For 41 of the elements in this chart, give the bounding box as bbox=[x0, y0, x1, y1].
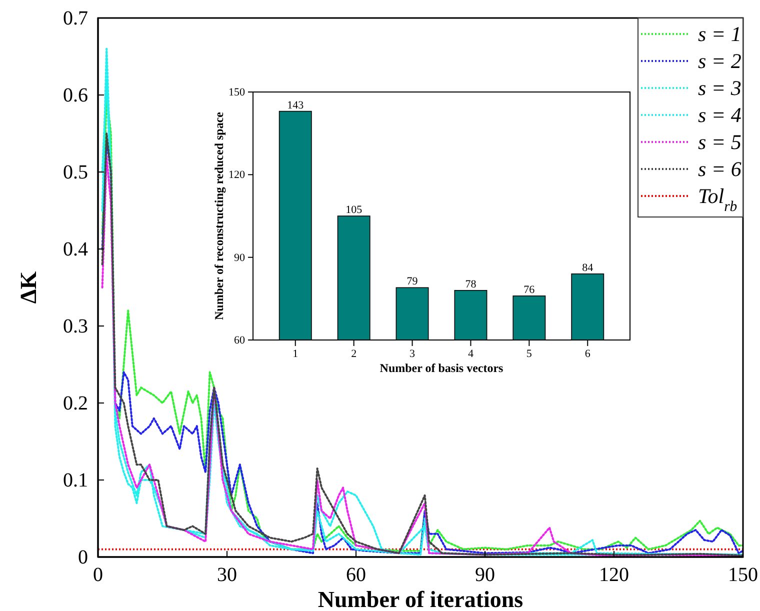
y-tick-label: 0.2 bbox=[63, 392, 88, 414]
x-tick-label: 30 bbox=[217, 564, 237, 586]
x-tick-label: 120 bbox=[599, 564, 629, 586]
x-tick-label: 5 bbox=[526, 348, 532, 360]
legend-label: s = 6 bbox=[698, 157, 742, 181]
data-label: 143 bbox=[287, 99, 304, 112]
legend-label: s = 3 bbox=[698, 76, 742, 100]
x-tick-label: 6 bbox=[584, 348, 591, 360]
legend-label: s = 5 bbox=[698, 130, 742, 154]
x-tick-label: 1 bbox=[292, 348, 298, 360]
x-axis-title: Number of iterations bbox=[318, 587, 524, 611]
y-tick-label: 0.5 bbox=[63, 161, 88, 184]
y-tick-label: 0.4 bbox=[63, 238, 88, 260]
y-tick-label: 0 bbox=[78, 546, 88, 568]
y-tick-label: 150 bbox=[228, 86, 246, 99]
legend-label: s = 4 bbox=[698, 103, 742, 127]
x-tick-label: 4 bbox=[468, 348, 474, 360]
y-tick-label: 0.6 bbox=[63, 84, 88, 106]
y-tick-label: 90 bbox=[234, 252, 246, 264]
y-axis-title: Number of reconstructing reduced space bbox=[212, 111, 226, 320]
data-label: 105 bbox=[346, 204, 363, 216]
y-tick-label: 0.7 bbox=[63, 7, 88, 30]
x-tick-label: 3 bbox=[410, 348, 416, 360]
legend-label: Tol$_{rb}$ bbox=[698, 184, 738, 215]
y-axis-title: ΔK bbox=[16, 271, 41, 304]
y-tick-label: 0.3 bbox=[63, 315, 88, 338]
x-tick-label: 90 bbox=[475, 564, 495, 586]
legend-label: s = 2 bbox=[698, 49, 742, 73]
data-label: 78 bbox=[465, 278, 477, 290]
data-label: 76 bbox=[524, 284, 536, 296]
data-label: 79 bbox=[406, 276, 418, 288]
y-tick-label: 120 bbox=[228, 169, 246, 182]
x-axis-title: Number of basis vectors bbox=[380, 361, 504, 375]
y-tick-label: 0.1 bbox=[63, 469, 88, 492]
data-label: 84 bbox=[582, 262, 594, 274]
x-tick-label: 0 bbox=[93, 564, 103, 586]
legend-label: s = 1 bbox=[698, 22, 742, 46]
x-tick-label: 150 bbox=[728, 564, 758, 586]
x-tick-label: 2 bbox=[351, 348, 357, 360]
y-tick-label: 60 bbox=[234, 334, 246, 347]
x-tick-label: 60 bbox=[346, 564, 366, 586]
